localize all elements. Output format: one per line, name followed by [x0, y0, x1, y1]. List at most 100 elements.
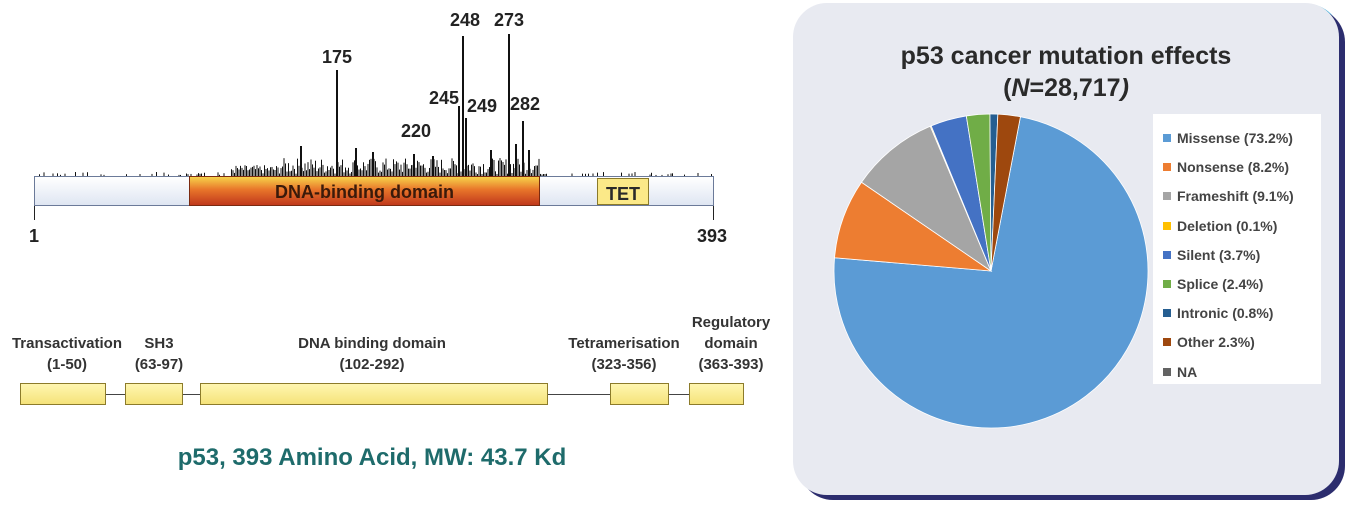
histogram-bar [684, 174, 685, 176]
histogram-bar [348, 167, 349, 176]
pie-chart [833, 113, 1149, 429]
legend-label: Other 2.3%) [1177, 334, 1255, 351]
histogram-bar [448, 168, 450, 176]
histogram-bar [430, 159, 432, 176]
peak-label-248: 248 [449, 10, 481, 30]
histogram-bar [672, 173, 673, 176]
histogram-bar [39, 174, 40, 176]
histogram-bar [402, 171, 403, 176]
legend-item: Deletion (0.1%) [1163, 217, 1277, 235]
histogram-bars [39, 34, 712, 176]
histogram-bar [456, 165, 457, 176]
histogram-bar [391, 171, 393, 176]
histogram-bar [345, 167, 346, 176]
histogram-bar [370, 158, 372, 176]
histogram-bar [364, 166, 366, 176]
histogram-bar [319, 167, 321, 176]
domain-name: SH3 [144, 335, 174, 352]
histogram-bar [246, 166, 247, 176]
histogram-bar [478, 166, 480, 176]
histogram-bar [187, 174, 189, 176]
histogram-bar [525, 173, 526, 176]
histogram-bar [483, 164, 484, 176]
histogram-bar [475, 172, 477, 176]
histogram-bar [531, 173, 532, 176]
domain-name: Transactivation [11, 335, 123, 352]
histogram-bar [241, 167, 243, 176]
histogram-bar [237, 168, 238, 176]
histogram-bar [234, 172, 235, 176]
histogram-bar [403, 162, 405, 176]
histogram-bar [151, 173, 153, 176]
histogram-bar [496, 173, 498, 176]
histogram-bar [342, 159, 343, 176]
histogram-bar [363, 162, 364, 176]
linker-3 [547, 394, 611, 395]
histogram-bar [469, 170, 471, 176]
histogram-bar [316, 171, 318, 176]
histogram-bar [537, 165, 538, 176]
histogram-bar [190, 173, 192, 176]
histogram-bar [588, 173, 589, 176]
histogram-bar [204, 172, 205, 176]
end-label: 393 [697, 226, 728, 246]
histogram-bar [259, 166, 261, 176]
legend-item: Frameshift (9.1%) [1163, 187, 1294, 205]
histogram-bar [346, 170, 348, 176]
histogram-bar [460, 171, 462, 176]
hotspot-peak [465, 118, 467, 176]
histogram-bar [357, 165, 358, 176]
histogram-bar [351, 171, 352, 176]
histogram-bar [711, 174, 712, 176]
histogram-bar [418, 162, 420, 176]
histogram-bar [369, 159, 370, 176]
histogram-bar [340, 165, 342, 176]
protein-caption: p53, 393 Amino Acid, MW: 43.7 Kd [177, 444, 567, 471]
histogram-bar [156, 172, 157, 176]
histogram-bar [253, 165, 255, 176]
histogram-bar [52, 173, 54, 176]
hotspot-peak [372, 152, 374, 176]
legend-swatch [1163, 192, 1171, 201]
histogram-bar [451, 158, 453, 176]
domain-label-tetramerisation: Tetramerisation (323-356) [556, 333, 692, 375]
histogram-bar [258, 168, 259, 176]
legend-item: Silent (3.7%) [1163, 246, 1260, 264]
histogram-bar [649, 174, 651, 176]
histogram-bar [453, 160, 454, 176]
histogram-bar [178, 174, 180, 176]
sh3-box [125, 383, 183, 405]
chart-title-line1: p53 cancer mutation effects [900, 42, 1232, 70]
linker-4 [668, 394, 690, 395]
histogram-bar [385, 158, 387, 176]
histogram-bar [661, 174, 663, 176]
histogram-bar [87, 172, 88, 176]
histogram-bar [426, 172, 427, 176]
histogram-bar [415, 167, 417, 176]
histogram-bar [294, 168, 295, 176]
domain-label-transactivation: Transactivation (1-50) [2, 333, 132, 375]
histogram-bar [282, 166, 283, 176]
histogram-bar [304, 163, 306, 176]
domain-name: DNA binding domain [298, 335, 446, 352]
histogram-bar [378, 172, 379, 176]
histogram-bar [507, 173, 508, 176]
histogram-bar [267, 168, 268, 176]
histogram-bar [324, 172, 325, 176]
histogram-bar [634, 172, 636, 176]
histogram-bar [505, 159, 507, 176]
histogram-bar [292, 165, 294, 176]
legend-label: NA [1177, 363, 1198, 380]
histogram-bar [393, 159, 394, 176]
histogram-bar [502, 161, 504, 176]
histogram-bar [585, 173, 586, 176]
histogram-bar [261, 170, 262, 176]
histogram-bar [268, 170, 270, 176]
histogram-bar [436, 160, 438, 176]
histogram-bar [274, 170, 276, 176]
legend-swatch [1163, 309, 1171, 318]
histogram-bar [450, 168, 451, 176]
histogram-bar [334, 173, 336, 176]
histogram-bar [139, 174, 141, 176]
end-tick [713, 206, 714, 220]
